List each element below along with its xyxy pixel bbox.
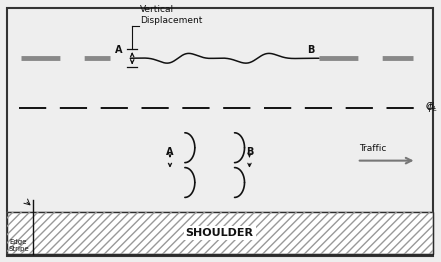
Text: Vertical
Displacement: Vertical Displacement: [140, 6, 202, 25]
Bar: [7, 212, 434, 254]
Text: B: B: [246, 147, 253, 157]
Text: B: B: [307, 45, 315, 55]
Bar: [7, 212, 434, 254]
Text: SHOULDER: SHOULDER: [186, 228, 254, 238]
Text: A: A: [166, 147, 174, 157]
Text: $\mathit{\phi}_L$: $\mathit{\phi}_L$: [426, 100, 438, 114]
Text: Traffic: Traffic: [359, 144, 386, 153]
Text: Edge
Stripe: Edge Stripe: [9, 239, 30, 252]
Text: A: A: [115, 45, 122, 55]
Text: CL: CL: [426, 102, 437, 111]
